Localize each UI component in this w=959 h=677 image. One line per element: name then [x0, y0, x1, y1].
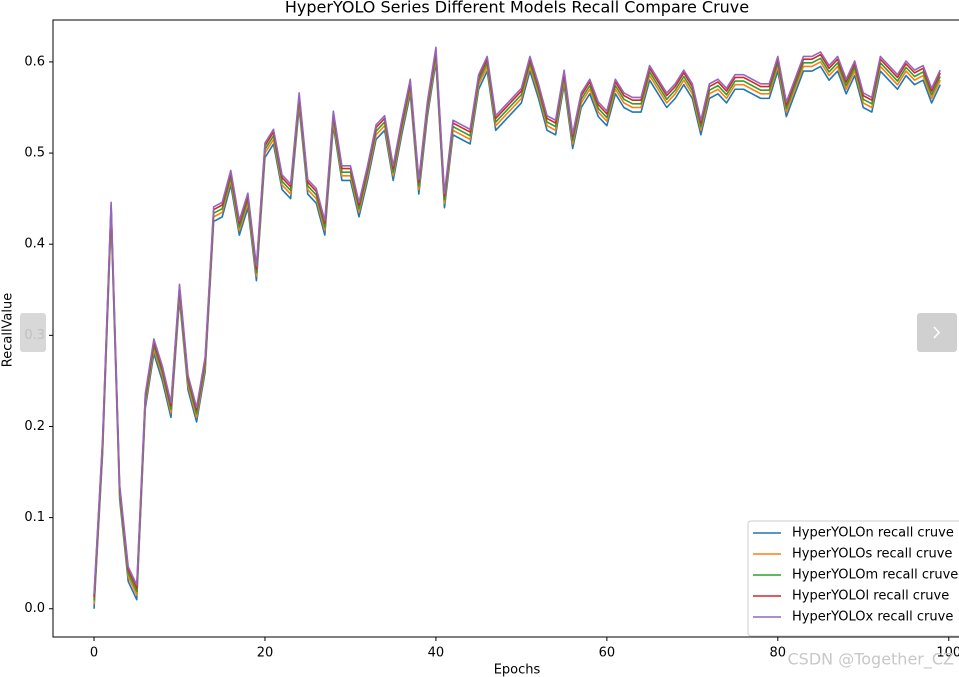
y-tick-label: 0.1: [24, 510, 45, 525]
x-tick-label: 0: [90, 646, 98, 661]
plot-frame: [52, 19, 959, 638]
y-axis-label: RecallValue: [1, 293, 16, 367]
legend-label: HyperYOLOm recall cruve: [792, 568, 958, 583]
y-tick-label: 0.6: [24, 54, 45, 69]
x-tick-label: 40: [428, 646, 445, 661]
y-tick-label: 0.5: [24, 146, 45, 161]
x-tick-label: 60: [599, 646, 616, 661]
legend: HyperYOLOn recall cruve HyperYOLOs recall…: [747, 520, 959, 637]
next-button[interactable]: [917, 313, 957, 352]
x-tick-label: 80: [770, 646, 787, 661]
legend-label: HyperYOLOx recall cruve: [792, 610, 953, 625]
x-axis-label: Epochs: [494, 663, 541, 677]
legend-label: HyperYOLOl recall cruve: [792, 589, 949, 604]
y-tick-label: 0.0: [24, 601, 45, 616]
x-tick-label: 20: [257, 646, 274, 661]
prev-button[interactable]: [20, 313, 46, 352]
legend-box: [747, 520, 959, 637]
series-line: [93, 49, 941, 597]
prev-button-bg[interactable]: [20, 313, 46, 352]
legend-label: HyperYOLOs recall cruve: [792, 547, 952, 562]
chart-title: HyperYOLO Series Different Models Recall…: [285, 0, 749, 17]
next-button-bg[interactable]: [917, 313, 957, 352]
y-tick-label: 0.2: [24, 419, 45, 434]
series-line: [93, 46, 941, 595]
next-chevron[interactable]: [933, 326, 941, 339]
legend-label: HyperYOLOn recall cruve: [792, 526, 954, 541]
series-line: [93, 52, 941, 601]
x-tick-label: 100: [936, 646, 959, 661]
watermark: CSDN @Together_CZ: [787, 650, 954, 670]
y-tick-label: 0.4: [24, 237, 45, 252]
plot-layer: 0204060801000.00.10.20.30.40.50.6HyperYO…: [24, 46, 959, 661]
